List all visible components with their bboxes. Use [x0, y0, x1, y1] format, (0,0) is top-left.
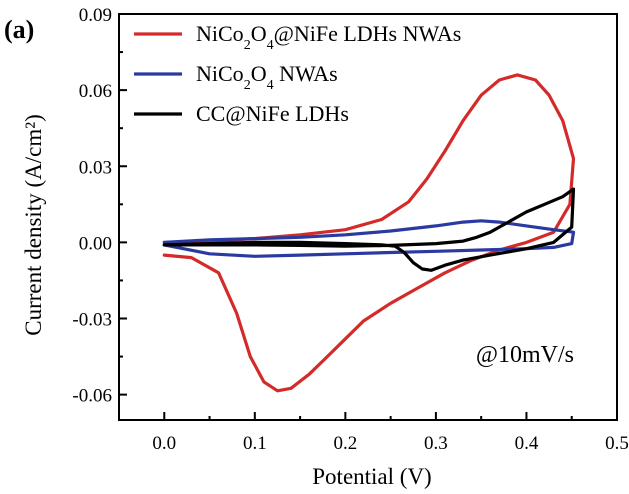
y-tick-label: -0.03 [72, 310, 112, 331]
y-tick-label: 0.03 [79, 157, 112, 178]
y-tick-label: -0.06 [72, 386, 112, 407]
series-line-1 [162, 219, 576, 258]
y-axis-title: Current density (A/cm²) [21, 114, 46, 336]
plot-frame [118, 13, 618, 421]
x-tick-label: 0.1 [243, 433, 267, 454]
y-tick-label: 0.09 [79, 5, 112, 26]
x-tick-label: 0.2 [333, 433, 357, 454]
x-tick-label: 0.3 [424, 433, 448, 454]
series-line-2 [162, 187, 576, 272]
legend: NiCo2O4@NiFe LDHs NWAs NiCo2O4 NWAs CC@NiF… [134, 21, 461, 126]
x-tick-label: 0.5 [605, 433, 629, 454]
scan-rate-annotation: @10mV/s [476, 342, 574, 368]
series-line-0 [162, 73, 576, 393]
panel-label: (a) [4, 15, 34, 44]
legend-label-0: NiCo2O4@NiFe LDHs NWAs [196, 21, 461, 53]
legend-label-1: NiCo2O4 NWAs [196, 61, 338, 93]
legend-label-2: CC@NiFe LDHs [196, 101, 349, 126]
x-tick-label: 0.0 [152, 433, 176, 454]
y-tick-label: 0.06 [79, 81, 112, 102]
x-axis-title: Potential (V) [312, 464, 431, 489]
axis-ticks: 0.0 0.1 0.2 0.3 0.4 0.5 -0.06 -0.03 0.00 0.03 0.06… [72, 5, 628, 454]
x-tick-label: 0.4 [515, 433, 539, 454]
y-tick-label: 0.00 [79, 233, 112, 254]
plot-lines [162, 73, 576, 393]
